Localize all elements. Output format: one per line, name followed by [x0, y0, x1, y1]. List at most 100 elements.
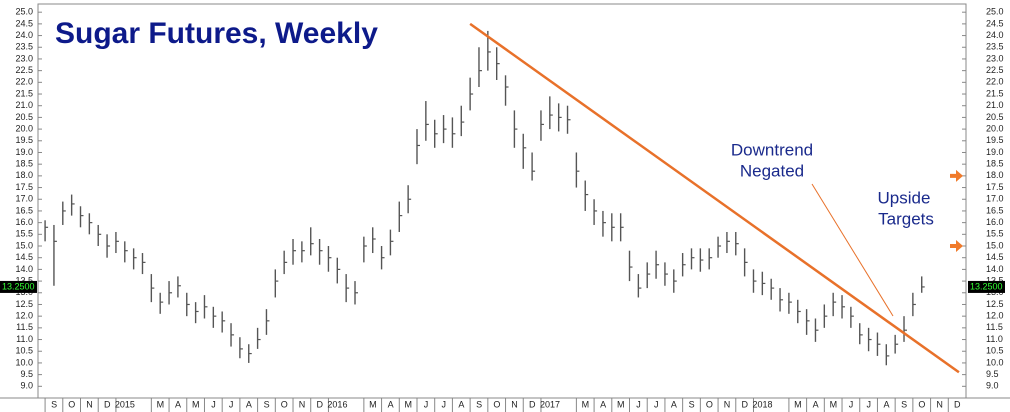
y-tick-label: 15.0: [15, 240, 33, 250]
x-tick-label: M: [192, 399, 200, 409]
y-tick-label: 9.5: [20, 369, 33, 379]
trendline: [469, 22, 960, 374]
x-tick-label: J: [849, 399, 854, 409]
y-tick-label: 20.0: [15, 123, 33, 133]
y-tick-label: 25.0: [986, 7, 1004, 17]
x-tick-label: A: [388, 399, 394, 409]
y-tick-label: 16.5: [15, 205, 33, 215]
y-tick-label: 17.5: [986, 182, 1004, 192]
y-tick-label: 21.0: [986, 100, 1004, 110]
y-tick-label: 15.5: [986, 229, 1004, 239]
y-tick-label: 10.0: [986, 357, 1004, 367]
x-tick-label: M: [617, 399, 625, 409]
x-tick-label: J: [866, 399, 871, 409]
y-tick-label: 22.0: [15, 77, 33, 87]
y-tick-label: 12.5: [15, 299, 33, 309]
y-tick-label: 20.5: [986, 112, 1004, 122]
y-tick-label: 17.0: [986, 194, 1004, 204]
y-tick-label: 16.5: [986, 205, 1004, 215]
y-tick-label: 24.0: [986, 30, 1004, 40]
y-tick-label: 24.5: [986, 18, 1004, 28]
x-tick-label: M: [830, 399, 838, 409]
plot-frame: [37, 3, 967, 399]
y-tick-label: 15.5: [15, 229, 33, 239]
x-tick-label: D: [529, 399, 536, 409]
x-tick-label: D: [742, 399, 749, 409]
x-tick-label: N: [511, 399, 518, 409]
y-tick-label: 19.0: [15, 147, 33, 157]
x-tick-label: O: [68, 399, 75, 409]
x-tick-label: M: [794, 399, 802, 409]
y-tick-label: 10.5: [986, 346, 1004, 356]
target-arrow: [950, 169, 963, 182]
x-tick-label: S: [476, 399, 482, 409]
target-arrow: [950, 240, 963, 253]
y-tick-label: 18.0: [15, 170, 33, 180]
y-tick-label: 25.0: [15, 7, 33, 17]
x-tick-label: 2016: [327, 399, 347, 409]
x-tick-label: A: [600, 399, 606, 409]
y-tick-label: 16.0: [986, 217, 1004, 227]
y-tick-label: 22.5: [15, 65, 33, 75]
y-tick-label: 12.0: [986, 311, 1004, 321]
x-tick-label: J: [654, 399, 659, 409]
x-tick-label: N: [86, 399, 93, 409]
y-tick-label: 9.0: [986, 381, 999, 391]
y-tick-label: 18.0: [986, 170, 1004, 180]
y-tick-label: 14.0: [986, 264, 1004, 274]
x-tick-label: J: [211, 399, 216, 409]
x-tick-label: D: [316, 399, 323, 409]
y-tick-label: 10.0: [15, 357, 33, 367]
y-tick-label: 20.0: [986, 123, 1004, 133]
y-tick-label: 23.5: [15, 42, 33, 52]
x-tick-label: O: [918, 399, 925, 409]
y-tick-label: 17.0: [15, 194, 33, 204]
y-tick-label: 19.0: [986, 147, 1004, 157]
y-tick-label: 22.0: [986, 77, 1004, 87]
x-tick-label: M: [157, 399, 165, 409]
chart-title: Sugar Futures, Weekly: [55, 17, 378, 50]
x-tick-label: A: [813, 399, 819, 409]
last-price-box: [0, 280, 37, 293]
y-tick-label: 14.5: [986, 252, 1004, 262]
y-tick-label: 21.5: [986, 88, 1004, 98]
y-tick-label: 11.0: [986, 334, 1003, 344]
x-tick-label: N: [724, 399, 731, 409]
x-tick-label: J: [441, 399, 446, 409]
y-tick-label: 20.5: [15, 112, 33, 122]
x-tick-label: S: [901, 399, 907, 409]
y-tick-label: 12.0: [15, 311, 33, 321]
y-tick-label: 23.5: [986, 42, 1004, 52]
annotation: Upside: [878, 188, 931, 207]
y-tick-label: 9.5: [986, 369, 999, 379]
y-tick-label: 16.0: [15, 217, 33, 227]
x-tick-label: A: [671, 399, 677, 409]
last-price-label: 13.2500: [970, 281, 1003, 291]
y-tick-label: 9.0: [20, 381, 33, 391]
y-tick-label: 19.5: [15, 135, 33, 145]
y-tick-label: 18.5: [15, 159, 33, 169]
annotation: Targets: [878, 209, 934, 228]
y-tick-label: 17.5: [15, 182, 33, 192]
y-tick-label: 24.5: [15, 18, 33, 28]
x-tick-label: S: [689, 399, 695, 409]
x-tick-label: J: [424, 399, 429, 409]
y-tick-label: 13.5: [15, 275, 33, 285]
x-tick-label: A: [246, 399, 252, 409]
y-tick-label: 12.5: [986, 299, 1004, 309]
y-tick-label: 13.5: [986, 275, 1004, 285]
x-tick-label: O: [281, 399, 288, 409]
y-tick-label: 11.5: [16, 322, 33, 332]
x-tick-label: J: [229, 399, 234, 409]
x-tick-label: D: [104, 399, 111, 409]
x-tick-label: 2018: [752, 399, 772, 409]
x-tick-label: O: [493, 399, 500, 409]
x-tick-label: M: [582, 399, 590, 409]
last-price-label: 13.2500: [2, 281, 35, 291]
y-tick-label: 14.5: [15, 252, 33, 262]
x-tick-label: A: [458, 399, 464, 409]
y-tick-label: 10.5: [15, 346, 33, 356]
y-tick-label: 11.0: [16, 334, 33, 344]
x-tick-label: S: [51, 399, 57, 409]
x-tick-label: S: [264, 399, 270, 409]
